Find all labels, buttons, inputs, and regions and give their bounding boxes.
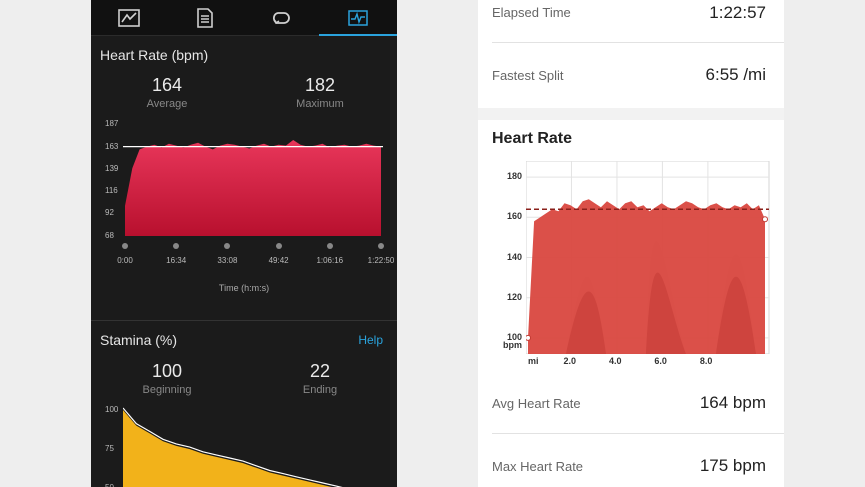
hr-x-tick-dot <box>122 243 128 249</box>
hr-x-tick: 16:34 <box>166 256 187 265</box>
hr-x-tick-dot <box>326 243 333 249</box>
hr-y-tick: 92 <box>105 208 114 218</box>
hr-card-end-marker <box>762 216 768 223</box>
hr-section-title: Heart Rate (bpm) <box>100 47 209 63</box>
details-icon <box>197 8 213 28</box>
charts-icon <box>348 10 368 26</box>
hr-maximum-value: 182 <box>304 75 336 95</box>
hr-card-chart <box>526 161 770 354</box>
hr-x-tick: 33:08 <box>217 256 238 265</box>
hr-x-axis-label: Time (h:m:s) <box>218 283 270 293</box>
summary-icon <box>118 9 140 27</box>
tab-laps[interactable] <box>243 0 319 36</box>
hr-x-tick-dot <box>275 243 282 249</box>
hr-card-y-tick: 160 <box>506 211 522 222</box>
hr-y-tick: 139 <box>105 164 119 174</box>
hr-x-tick-dot <box>173 243 180 249</box>
hr-card-y-tick: 140 <box>506 251 522 262</box>
hr-y-tick: 163 <box>105 141 119 151</box>
fastest-split-value: 6:55 /mi <box>705 65 766 84</box>
elapsed-time-value: 1:22:57 <box>709 3 766 22</box>
hr-average-value: 164 <box>151 75 183 95</box>
hr-card-x-tick: 8.0 <box>699 356 713 366</box>
hr-card-y-tick: 180 <box>506 171 522 182</box>
stamina-y-tick: 50 <box>105 483 114 487</box>
hr-card-shading <box>566 272 756 354</box>
stamina-ending-value: 22 <box>309 361 331 381</box>
hr-average-label: Average <box>146 98 188 110</box>
hr-x-tick: 1:22:50 <box>367 256 395 265</box>
hr-chart <box>123 140 383 236</box>
tab-charts[interactable] <box>319 0 397 36</box>
hr-card-x-unit: mi <box>528 356 539 366</box>
hr-card-y-unit: bpm <box>503 340 522 350</box>
right-phone-screen: Elapsed Time 1:22:57 Fastest Split 6:55 … <box>478 0 784 487</box>
hr-card-start-marker <box>526 334 531 341</box>
hr-x-tick: 1:06:16 <box>316 256 344 265</box>
hr-card-title: Heart Rate <box>492 130 573 147</box>
tab-summary[interactable] <box>91 0 167 36</box>
hr-x-tick-dot <box>378 243 384 249</box>
stamina-beginning-label: Beginning <box>142 384 192 396</box>
hr-maximum-label: Maximum <box>296 98 344 110</box>
stamina-y-tick: 75 <box>105 444 114 454</box>
hr-y-tick: 116 <box>105 185 118 195</box>
hr-x-tick: 0:00 <box>117 256 133 265</box>
max-heart-rate-label: Max Heart Rate <box>492 459 584 474</box>
hr-x-tick-dot <box>224 243 231 249</box>
max-heart-rate-value: 175 bpm <box>699 456 766 475</box>
avg-heart-rate-label: Avg Heart Rate <box>492 396 581 411</box>
fastest-split-label: Fastest Split <box>492 68 564 83</box>
stamina-section <box>91 320 397 487</box>
stamina-title: Stamina (%) <box>100 332 178 348</box>
hr-card-y-tick: 120 <box>506 291 522 302</box>
hr-x-tick: 49:42 <box>268 256 289 265</box>
tab-details[interactable] <box>167 0 243 36</box>
divider <box>492 42 784 43</box>
stamina-line <box>123 407 343 487</box>
hr-card-x-tick: 2.0 <box>563 356 576 366</box>
hr-card-x-tick: 6.0 <box>654 356 667 366</box>
stats-card: Elapsed Time 1:22:57 Fastest Split 6:55 … <box>478 0 784 108</box>
hr-y-tick: 187 <box>105 119 119 128</box>
laps-icon <box>273 12 290 25</box>
left-phone-screen: Heart Rate (bpm) 164 Average 182 Maximum… <box>91 0 397 487</box>
hr-card-x-tick: 4.0 <box>608 356 622 366</box>
hr-y-tick: 68 <box>105 231 114 240</box>
stamina-area-series <box>123 410 332 487</box>
avg-heart-rate-value: 164 bpm <box>699 393 766 412</box>
stamina-chart <box>123 407 343 487</box>
tab-bar <box>91 0 397 36</box>
hr-card-y-tick: 100 <box>506 331 522 342</box>
hr-area-series <box>125 140 381 236</box>
divider <box>492 433 784 434</box>
stamina-beginning-value: 100 <box>151 361 183 381</box>
elapsed-time-label: Elapsed Time <box>492 5 571 20</box>
stamina-ending-label: Ending <box>302 384 338 396</box>
stamina-y-tick: 100 <box>105 405 119 414</box>
stamina-help-link[interactable]: Help <box>358 333 383 347</box>
